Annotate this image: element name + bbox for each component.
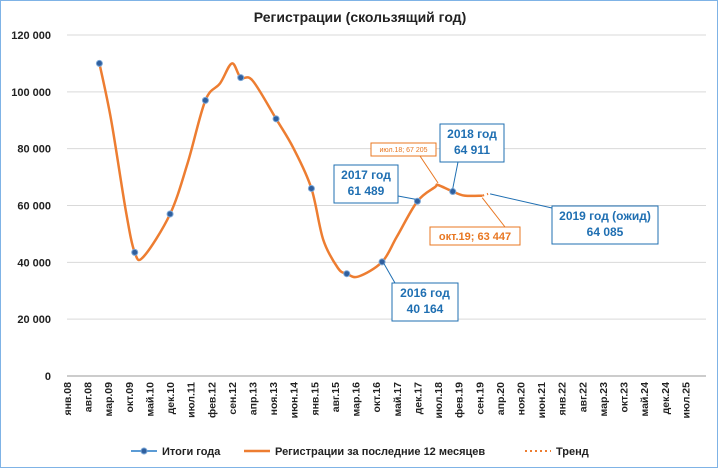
callout-oct19-text: окт.19; 63 447 [439, 231, 511, 243]
data-point-annual [307, 184, 315, 192]
x-tick-label: фев.19 [454, 382, 466, 418]
y-tick-label: 20 000 [17, 314, 51, 326]
callout-oct19-box [429, 226, 521, 246]
callout-2018-text: 64 911 [454, 143, 490, 157]
data-point-annual [95, 59, 103, 67]
x-tick-label: авг.22 [577, 382, 589, 412]
callout-2018-box [439, 123, 505, 163]
data-point-annual [201, 96, 209, 104]
legend-label-trend: Тренд [556, 446, 589, 458]
x-tick-label: апр.20 [495, 382, 507, 415]
legend-marker-annual [140, 447, 148, 455]
callout-jul18-leader [419, 155, 439, 184]
callout-2017-text: 61 489 [348, 184, 385, 198]
x-tick-label: ноя.13 [268, 382, 280, 416]
x-tick-label: ноя.20 [515, 382, 527, 416]
legend: Итоги года Регистрации за последние 12 ме… [131, 446, 589, 458]
series-layer [95, 59, 489, 279]
x-axis-ticks: янв.08 авг.08 мар.09 окт.09 май.10 дек.10 июл.… [62, 382, 692, 419]
y-tick-label: 100 000 [11, 87, 51, 99]
callout-2017-leader [397, 195, 416, 200]
callout-2016-text: 2016 год [400, 286, 450, 300]
x-tick-label: авг.08 [83, 382, 95, 412]
y-tick-label: 0 [45, 371, 51, 383]
x-tick-label: мар.23 [598, 382, 610, 417]
x-tick-label: дек.17 [412, 382, 424, 415]
x-tick-label: май.10 [144, 382, 156, 417]
y-tick-label: 40 000 [17, 257, 51, 269]
data-point-annual [131, 248, 139, 256]
legend-label-registrations: Регистрации за последние 12 месяцев [275, 446, 485, 458]
data-point-annual [343, 270, 351, 278]
y-tick-label: 60 000 [17, 201, 51, 213]
data-point-annual [237, 74, 245, 82]
x-tick-label: июн.21 [536, 382, 548, 419]
x-tick-label: июл.11 [186, 382, 198, 418]
x-tick-label: янв.15 [309, 382, 321, 416]
x-tick-label: янв.08 [62, 382, 74, 416]
x-tick-label: авг.15 [330, 382, 342, 412]
x-tick-label: янв.22 [557, 382, 569, 416]
callout-2018-text: 2018 год [447, 127, 497, 141]
x-tick-label: окт.09 [124, 382, 136, 413]
data-point-annual [449, 188, 457, 196]
x-tick-label: сен.19 [474, 382, 486, 415]
callout-2019-text: 64 085 [587, 225, 624, 239]
x-tick-label: сен.12 [227, 382, 239, 415]
series-line-registrations [98, 62, 483, 279]
callout-2016-text: 40 164 [407, 302, 444, 316]
callout-2017-text: 2017 год [341, 168, 391, 182]
data-point-annual [166, 210, 174, 218]
callout-oct19-leader [481, 197, 506, 228]
legend-label-annual: Итоги года [162, 446, 221, 458]
data-point-annual [378, 258, 386, 266]
x-tick-label: окт.23 [619, 382, 631, 413]
callout-2016-box [391, 282, 459, 322]
x-tick-label: май.17 [392, 382, 404, 417]
y-tick-label: 120 000 [11, 30, 51, 42]
callout-2017-box [333, 164, 399, 204]
x-tick-label: июл.18 [433, 382, 445, 419]
callout-jul18-box [370, 142, 437, 157]
callout-2019-leader [489, 193, 553, 209]
data-point-annual [413, 197, 421, 205]
callout-jul18-text: июл.18; 67 205 [379, 147, 427, 154]
x-tick-label: фев.12 [206, 382, 218, 418]
callout-2019-text: 2019 год (ожид) [559, 209, 651, 223]
annotations-layer: 2016 год 40 164 2017 год 61 489 2018 год 64 9… [333, 123, 659, 322]
x-tick-label: окт.16 [371, 382, 383, 413]
y-tick-label: 80 000 [17, 144, 51, 156]
x-tick-label: дек.10 [165, 382, 177, 415]
x-tick-label: мар.09 [103, 382, 115, 417]
callout-2018-leader [452, 161, 459, 189]
series-line-trend [481, 192, 489, 197]
chart-title: Регистрации (скользящий год) [254, 9, 466, 25]
x-tick-label: дек.24 [660, 382, 672, 415]
callout-2019-box [551, 205, 659, 245]
y-axis-ticks: 0 20 000 40 000 60 000 80 000 100 000 120 000 [11, 30, 51, 383]
x-tick-label: июл.25 [680, 382, 692, 419]
x-tick-label: мар.16 [351, 382, 363, 417]
callout-2016-leader [383, 263, 396, 284]
data-point-annual [272, 115, 280, 123]
x-tick-label: май.24 [639, 382, 651, 417]
x-tick-label: апр.13 [248, 382, 260, 415]
x-tick-label: июн.14 [289, 382, 301, 419]
